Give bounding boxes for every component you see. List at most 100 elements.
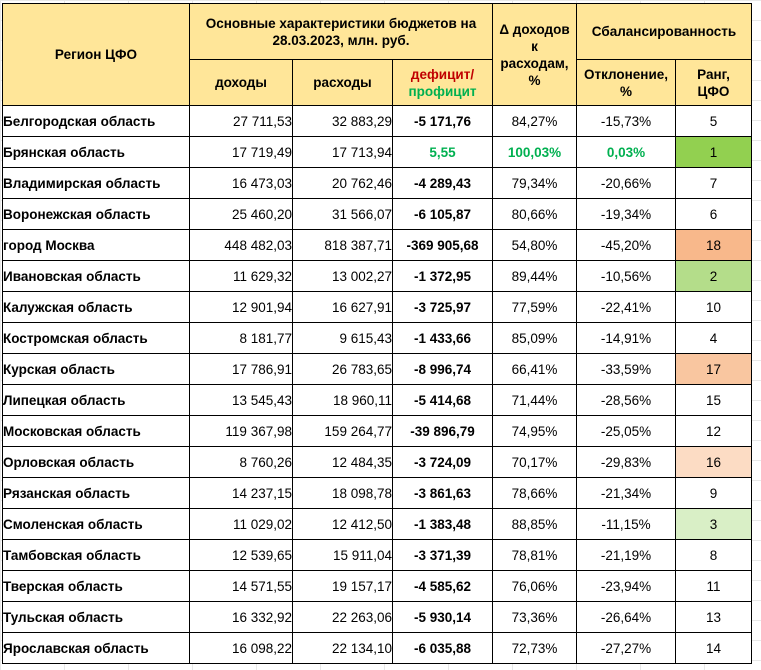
expense-cell[interactable]: 32 883,29 — [292, 105, 393, 137]
ratio-cell[interactable]: 70,17% — [492, 446, 577, 478]
ratio-cell[interactable]: 84,27% — [492, 105, 577, 137]
ratio-cell[interactable]: 77,59% — [492, 291, 577, 323]
rank-cell[interactable]: 17 — [675, 353, 752, 385]
ratio-cell[interactable]: 76,06% — [492, 570, 577, 602]
expense-cell[interactable]: 22 263,06 — [292, 601, 393, 633]
region-cell[interactable]: Тверская область — [2, 570, 190, 602]
income-cell[interactable]: 448 482,03 — [189, 229, 293, 261]
deviation-cell[interactable]: -29,83% — [576, 446, 676, 478]
ratio-cell[interactable]: 66,41% — [492, 353, 577, 385]
rank-cell[interactable]: 14 — [675, 632, 752, 664]
income-cell[interactable]: 17 786,91 — [189, 353, 293, 385]
deviation-cell[interactable]: -21,34% — [576, 477, 676, 509]
rank-cell[interactable]: 11 — [675, 570, 752, 602]
income-cell[interactable]: 16 473,03 — [189, 167, 293, 199]
income-cell[interactable]: 119 367,98 — [189, 415, 293, 447]
balance-cell[interactable]: -3 861,63 — [392, 477, 493, 509]
region-cell[interactable]: Ивановская область — [2, 260, 190, 292]
income-cell[interactable]: 16 098,22 — [189, 632, 293, 664]
rank-cell[interactable]: 3 — [675, 508, 752, 540]
expense-cell[interactable]: 15 911,04 — [292, 539, 393, 571]
expense-cell[interactable]: 16 627,91 — [292, 291, 393, 323]
region-cell[interactable]: Брянская область — [2, 136, 190, 168]
expense-cell[interactable]: 9 615,43 — [292, 322, 393, 354]
deviation-cell[interactable]: -15,73% — [576, 105, 676, 137]
rank-cell[interactable]: 10 — [675, 291, 752, 323]
ratio-cell[interactable]: 78,81% — [492, 539, 577, 571]
balance-cell[interactable]: -1 372,95 — [392, 260, 493, 292]
deviation-cell[interactable]: 0,03% — [576, 136, 676, 168]
balance-cell[interactable]: -4 585,62 — [392, 570, 493, 602]
ratio-cell[interactable]: 72,73% — [492, 632, 577, 664]
region-cell[interactable]: Владимирская область — [2, 167, 190, 199]
balance-cell[interactable]: -3 724,09 — [392, 446, 493, 478]
ratio-cell[interactable]: 73,36% — [492, 601, 577, 633]
income-cell[interactable]: 8 760,26 — [189, 446, 293, 478]
rank-cell[interactable]: 8 — [675, 539, 752, 571]
ratio-cell[interactable]: 80,66% — [492, 198, 577, 230]
ratio-cell[interactable]: 71,44% — [492, 384, 577, 416]
deviation-cell[interactable]: -11,15% — [576, 508, 676, 540]
deviation-cell[interactable]: -26,64% — [576, 601, 676, 633]
income-cell[interactable]: 11 029,02 — [189, 508, 293, 540]
deviation-cell[interactable]: -14,91% — [576, 322, 676, 354]
rank-cell[interactable]: 5 — [675, 105, 752, 137]
balance-cell[interactable]: -6 105,87 — [392, 198, 493, 230]
region-cell[interactable]: Ярославская область — [2, 632, 190, 664]
rank-cell[interactable]: 7 — [675, 167, 752, 199]
balance-cell[interactable]: -3 371,39 — [392, 539, 493, 571]
deviation-cell[interactable]: -20,66% — [576, 167, 676, 199]
expense-cell[interactable]: 18 960,11 — [292, 384, 393, 416]
deviation-cell[interactable]: -27,27% — [576, 632, 676, 664]
expense-cell[interactable]: 20 762,46 — [292, 167, 393, 199]
region-cell[interactable]: Воронежская область — [2, 198, 190, 230]
balance-cell[interactable]: -6 035,88 — [392, 632, 493, 664]
expense-cell[interactable]: 31 566,07 — [292, 198, 393, 230]
ratio-cell[interactable]: 88,85% — [492, 508, 577, 540]
deviation-cell[interactable]: -28,56% — [576, 384, 676, 416]
income-cell[interactable]: 25 460,20 — [189, 198, 293, 230]
income-cell[interactable]: 17 719,49 — [189, 136, 293, 168]
deviation-cell[interactable]: -23,94% — [576, 570, 676, 602]
expense-cell[interactable]: 18 098,78 — [292, 477, 393, 509]
balance-cell[interactable]: -369 905,68 — [392, 229, 493, 261]
ratio-cell[interactable]: 78,66% — [492, 477, 577, 509]
expense-cell[interactable]: 159 264,77 — [292, 415, 393, 447]
expense-cell[interactable]: 19 157,17 — [292, 570, 393, 602]
deviation-cell[interactable]: -33,59% — [576, 353, 676, 385]
income-cell[interactable]: 12 901,94 — [189, 291, 293, 323]
balance-cell[interactable]: -1 433,66 — [392, 322, 493, 354]
income-cell[interactable]: 8 181,77 — [189, 322, 293, 354]
income-cell[interactable]: 11 629,32 — [189, 260, 293, 292]
region-cell[interactable]: город Москва — [2, 229, 190, 261]
ratio-cell[interactable]: 85,09% — [492, 322, 577, 354]
expense-cell[interactable]: 12 412,50 — [292, 508, 393, 540]
expense-cell[interactable]: 22 134,10 — [292, 632, 393, 664]
deviation-cell[interactable]: -22,41% — [576, 291, 676, 323]
balance-cell[interactable]: -4 289,43 — [392, 167, 493, 199]
balance-cell[interactable]: -5 930,14 — [392, 601, 493, 633]
rank-cell[interactable]: 4 — [675, 322, 752, 354]
income-cell[interactable]: 14 571,55 — [189, 570, 293, 602]
deviation-cell[interactable]: -19,34% — [576, 198, 676, 230]
region-cell[interactable]: Курская область — [2, 353, 190, 385]
rank-cell[interactable]: 12 — [675, 415, 752, 447]
deviation-cell[interactable]: -25,05% — [576, 415, 676, 447]
region-cell[interactable]: Калужская область — [2, 291, 190, 323]
income-cell[interactable]: 27 711,53 — [189, 105, 293, 137]
ratio-cell[interactable]: 89,44% — [492, 260, 577, 292]
expense-cell[interactable]: 818 387,71 — [292, 229, 393, 261]
expense-cell[interactable]: 26 783,65 — [292, 353, 393, 385]
income-cell[interactable]: 14 237,15 — [189, 477, 293, 509]
balance-cell[interactable]: 5,55 — [392, 136, 493, 168]
rank-cell[interactable]: 9 — [675, 477, 752, 509]
expense-cell[interactable]: 17 713,94 — [292, 136, 393, 168]
region-cell[interactable]: Липецкая область — [2, 384, 190, 416]
deviation-cell[interactable]: -45,20% — [576, 229, 676, 261]
region-cell[interactable]: Костромская область — [2, 322, 190, 354]
expense-cell[interactable]: 12 484,35 — [292, 446, 393, 478]
expense-cell[interactable]: 13 002,27 — [292, 260, 393, 292]
balance-cell[interactable]: -1 383,48 — [392, 508, 493, 540]
region-cell[interactable]: Орловская область — [2, 446, 190, 478]
region-cell[interactable]: Рязанская область — [2, 477, 190, 509]
